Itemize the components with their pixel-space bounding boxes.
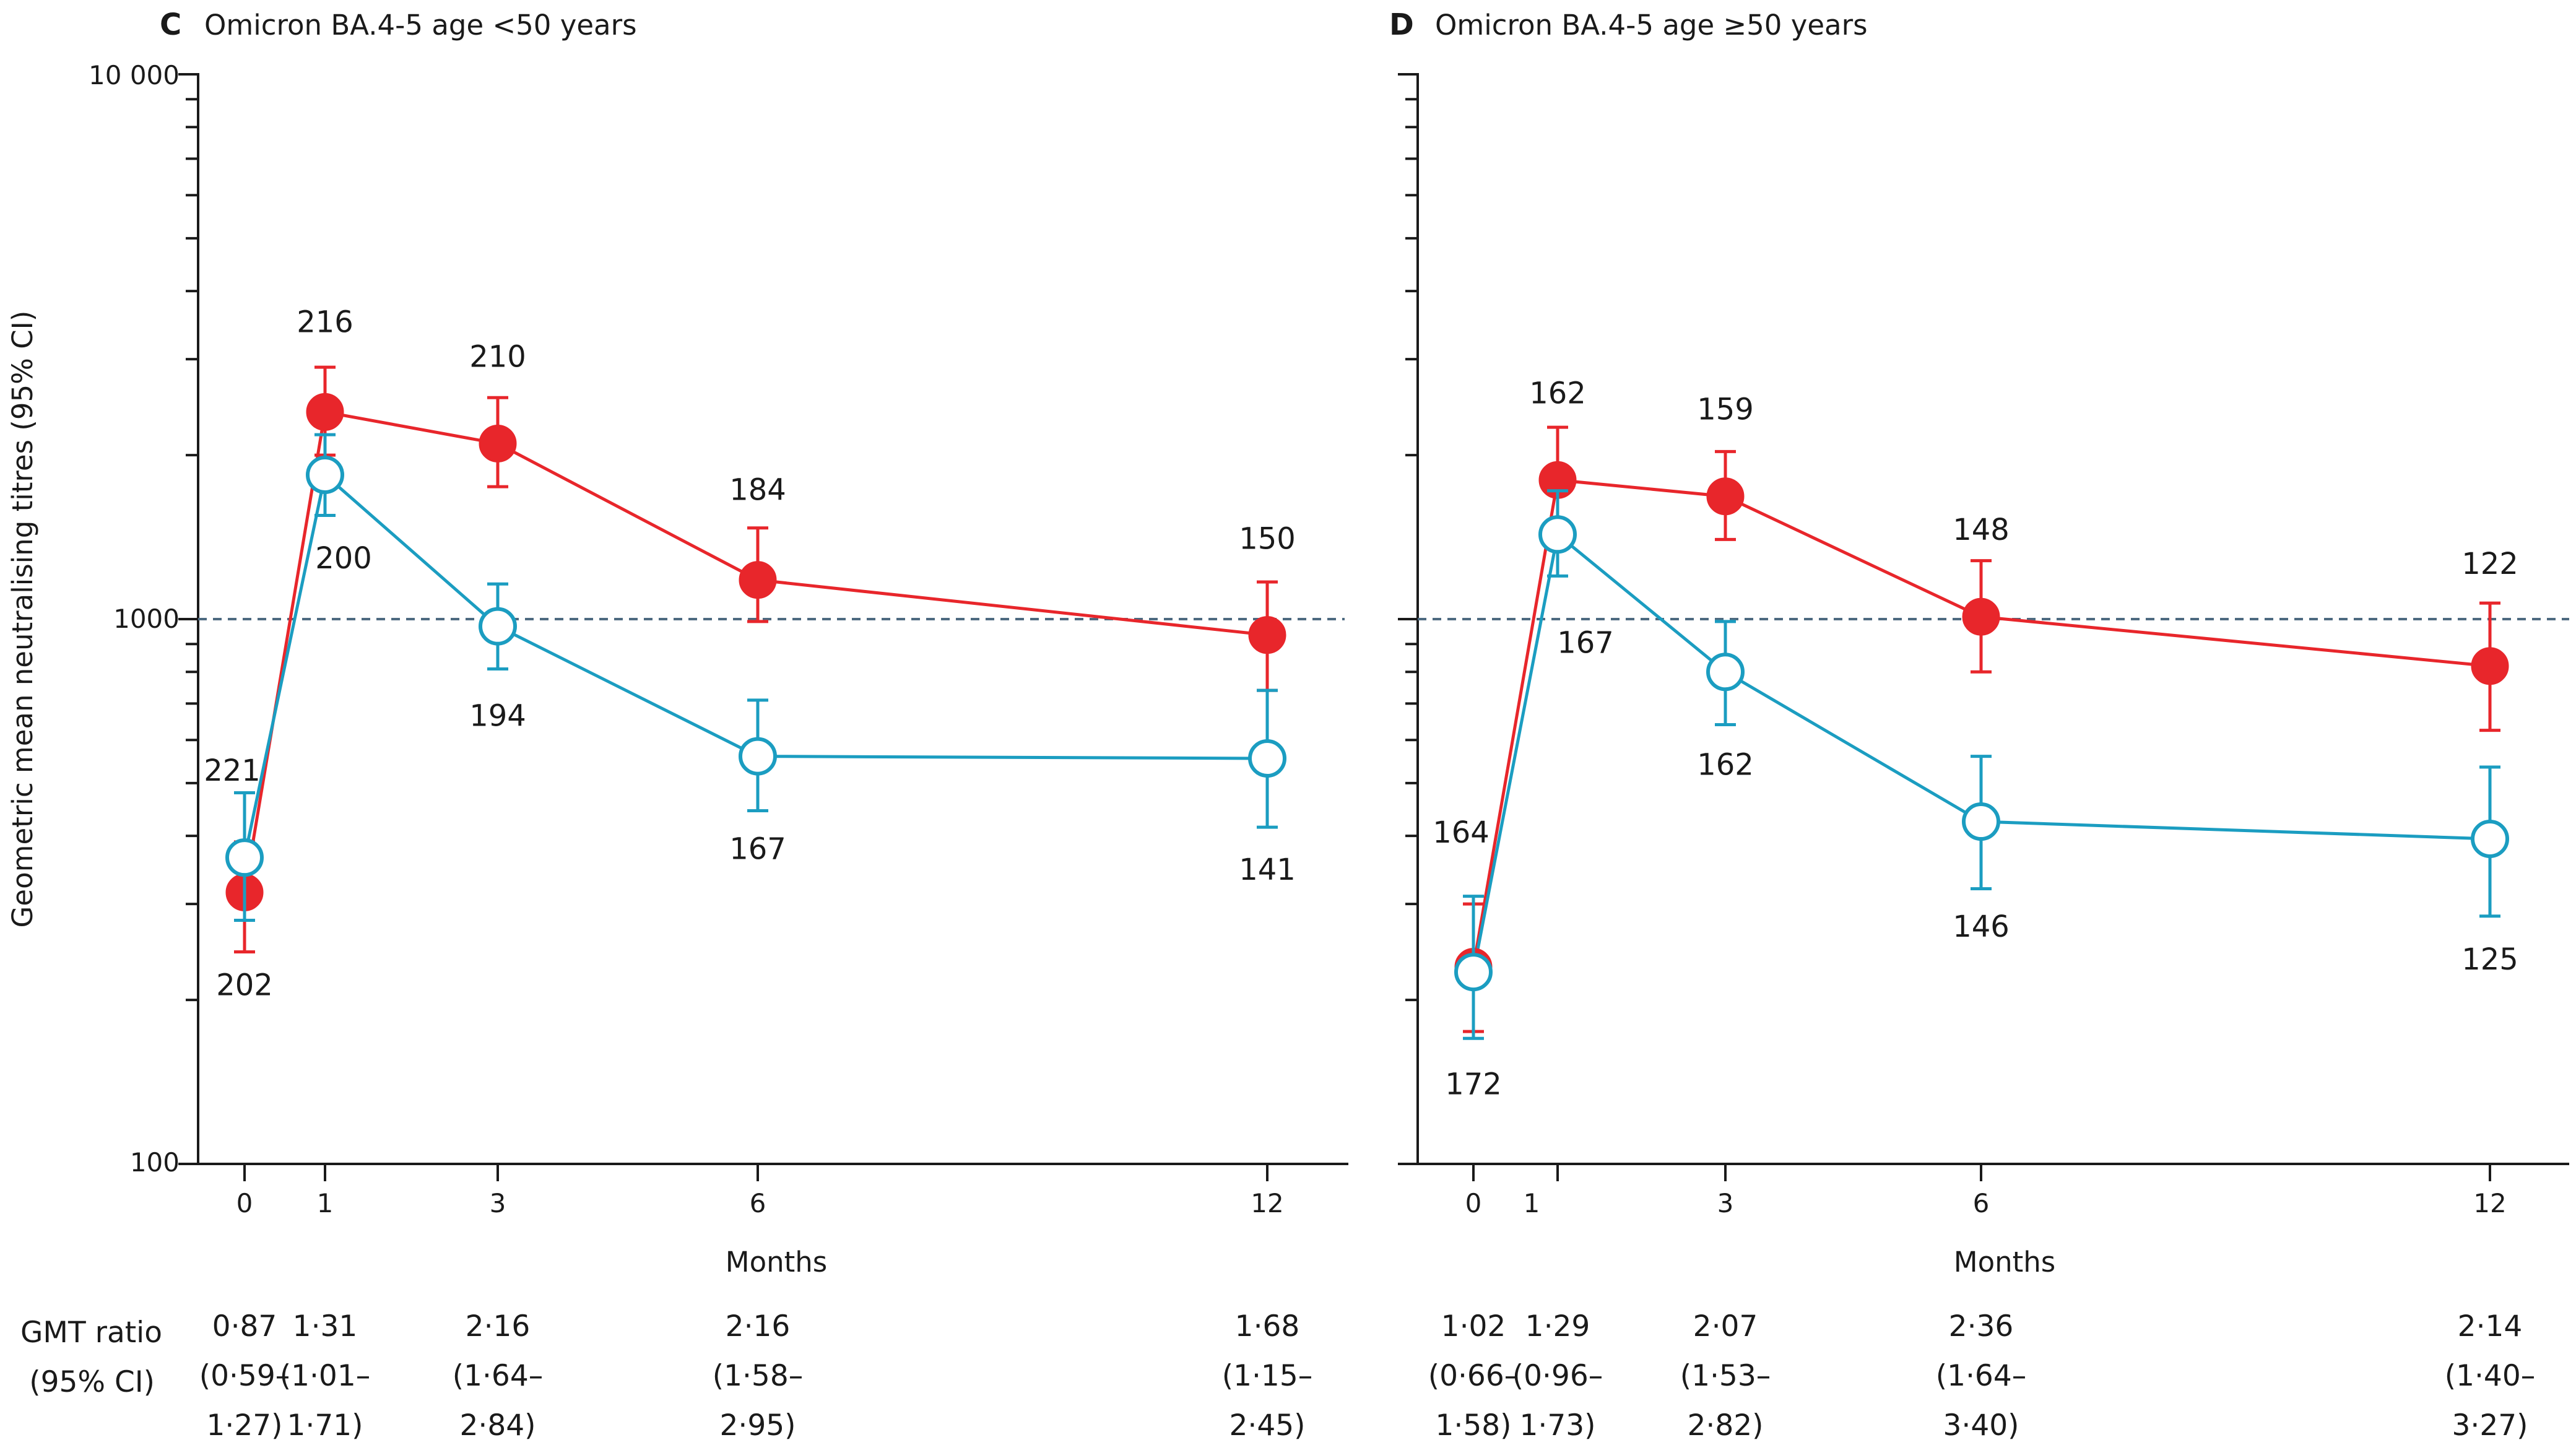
gmt-ratio-ci: 1·71) bbox=[287, 1408, 363, 1443]
gmt-ratio-value: 1·02 bbox=[1441, 1309, 1506, 1343]
gmt-ratio-ci: 2·84) bbox=[460, 1408, 536, 1443]
blue-point-label: 162 bbox=[1697, 747, 1754, 782]
gmt-ratio-ci: (1·01– bbox=[280, 1359, 371, 1393]
blue-point-label: 200 bbox=[315, 541, 372, 576]
blue-point-label: 141 bbox=[1239, 853, 1296, 887]
blue-point-label: 194 bbox=[469, 699, 526, 734]
blue-point-label: 167 bbox=[729, 832, 786, 867]
gmt-ratio-ci: 1·27) bbox=[207, 1408, 283, 1443]
red-point-label: 216 bbox=[297, 305, 353, 339]
gmt-ratio-ci: 1·58) bbox=[1436, 1408, 1512, 1443]
gmt-ratio-ci: 1·73) bbox=[1520, 1408, 1596, 1443]
x-axis-title-c: Months bbox=[726, 1246, 828, 1278]
gmt-ratio-header: GMT ratio bbox=[20, 1316, 162, 1350]
gmt-ratio-value: 1·29 bbox=[1525, 1309, 1590, 1343]
blue-point bbox=[1454, 953, 1493, 992]
gmt-ratio-value: 1·31 bbox=[293, 1309, 358, 1343]
panel-d-letter: D bbox=[1389, 7, 1414, 42]
x-tick-label-c-1: 1 bbox=[317, 1188, 334, 1218]
blue-point bbox=[225, 838, 264, 877]
gmt-ratio-value: 1·68 bbox=[1235, 1309, 1300, 1343]
gmt-ratio-ci: (0·96– bbox=[1512, 1359, 1603, 1393]
red-point-label: 122 bbox=[2461, 547, 2518, 581]
gmt-ratio-ci: (1·40– bbox=[2445, 1359, 2536, 1393]
gmt-ratio-ci: 2·82) bbox=[1688, 1408, 1764, 1443]
gmt-ratio-value: 2·16 bbox=[726, 1309, 791, 1343]
x-tick-label-c-6: 6 bbox=[750, 1188, 766, 1218]
panel-c-title: Omicron BA.4-5 age <50 years bbox=[204, 9, 637, 41]
y-tick-label-100: 100 bbox=[130, 1147, 180, 1178]
red-point-label: 162 bbox=[1529, 376, 1586, 410]
red-point-label: 159 bbox=[1697, 393, 1754, 427]
blue-point bbox=[306, 455, 344, 494]
red-point-label: 184 bbox=[729, 473, 786, 508]
red-point bbox=[1706, 477, 1745, 516]
gmt-ratio-ci: (1·53– bbox=[1680, 1359, 1771, 1393]
x-tick-label-d-1: 1 bbox=[1524, 1188, 1540, 1218]
x-axis-title-d: Months bbox=[1954, 1246, 2056, 1278]
gmt-ratio-value: 2·36 bbox=[1949, 1309, 2014, 1343]
gmt-ratio-ci: 3·40) bbox=[1943, 1408, 2019, 1443]
x-tick-label-c-3: 3 bbox=[490, 1188, 506, 1218]
x-tick-label-d-6: 6 bbox=[1973, 1188, 1990, 1218]
gmt-ratio-ci: (1·64– bbox=[453, 1359, 544, 1393]
y-axis-title: Geometric mean neutralising titres (95% … bbox=[6, 311, 39, 928]
gmt-ratio-value: 2·07 bbox=[1693, 1309, 1758, 1343]
red-point bbox=[306, 393, 344, 431]
gmt-ratio-value: 0·87 bbox=[212, 1309, 277, 1343]
gmt-ratio-value: 2·14 bbox=[2458, 1309, 2523, 1343]
red-point-label: 172 bbox=[1445, 1067, 1502, 1102]
blue-series-line bbox=[243, 472, 1268, 858]
x-tick-label-d-0: 0 bbox=[1465, 1188, 1482, 1218]
panel-c-letter: C bbox=[160, 7, 181, 42]
blue-point bbox=[1538, 515, 1577, 554]
red-series-line bbox=[1472, 478, 2491, 968]
gmt-ratio-ci: (1·15– bbox=[1222, 1359, 1313, 1393]
red-point bbox=[479, 424, 517, 462]
x-tick-label-d-3: 3 bbox=[1717, 1188, 1734, 1218]
gmt-ratio-ci-header: (95% CI) bbox=[29, 1365, 155, 1399]
red-point-label: 210 bbox=[469, 339, 526, 374]
red-point-label: 150 bbox=[1239, 522, 1296, 557]
blue-point-label: 167 bbox=[1557, 625, 1614, 660]
red-point bbox=[1962, 597, 2000, 636]
gmt-ratio-ci: 2·95) bbox=[720, 1408, 796, 1443]
blue-point-label: 221 bbox=[204, 753, 261, 788]
blue-point bbox=[739, 737, 777, 776]
blue-point bbox=[1248, 739, 1286, 778]
red-point-label: 148 bbox=[1953, 513, 2010, 547]
blue-point bbox=[2471, 819, 2509, 858]
blue-point bbox=[1706, 653, 1745, 692]
panel-d-plot: 172 162 159 148 122 164 167 162 146 125 bbox=[1433, 376, 2518, 1101]
gmt-ratio-ci: (0·66– bbox=[1428, 1359, 1519, 1393]
gmt-ratio-ci: 2·45) bbox=[1229, 1408, 1306, 1443]
y-tick-label-1000: 1000 bbox=[113, 604, 180, 634]
gmt-ratio-table: 0·87 (0·59– 1·27) 1·31 (1·01– 1·71) 2·16 (1·64–… bbox=[199, 1309, 2536, 1443]
blue-point-label: 164 bbox=[1433, 815, 1490, 850]
panel-d-axes bbox=[1398, 73, 2569, 1181]
blue-point bbox=[479, 607, 517, 646]
panel-d-title: Omicron BA.4-5 age ≥50 years bbox=[1435, 9, 1868, 41]
red-point-label: 202 bbox=[216, 968, 273, 1002]
gmt-ratio-ci: (0·59– bbox=[199, 1359, 290, 1393]
red-point bbox=[1248, 616, 1286, 654]
gmt-ratio-value: 2·16 bbox=[466, 1309, 531, 1343]
blue-point bbox=[1962, 802, 2000, 841]
panel-c-plot: 202 216 210 184 150 221 200 194 167 141 bbox=[204, 305, 1296, 1002]
panel-c-axes bbox=[178, 73, 1348, 1181]
y-tick-label-10000: 10 000 bbox=[89, 60, 180, 90]
gmt-ratio-ci: (1·58– bbox=[713, 1359, 804, 1393]
x-tick-label-d-12: 12 bbox=[2473, 1188, 2506, 1218]
x-tick-label-c-0: 0 bbox=[236, 1188, 253, 1218]
blue-point-label: 125 bbox=[2461, 942, 2518, 977]
blue-point-label: 146 bbox=[1953, 909, 2010, 944]
red-point bbox=[739, 561, 777, 599]
gmt-ratio-ci: (1·64– bbox=[1936, 1359, 2027, 1393]
gmt-ratio-ci: 3·27) bbox=[2452, 1408, 2528, 1443]
red-point bbox=[2471, 647, 2509, 685]
x-tick-label-c-12: 12 bbox=[1251, 1188, 1283, 1218]
